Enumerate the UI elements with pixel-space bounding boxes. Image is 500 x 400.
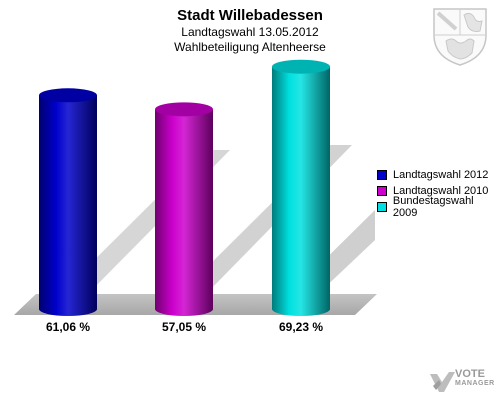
chart-subtitle-2: Wahlbeteiligung Altenheerse xyxy=(174,40,326,54)
data-label: 57,05 % xyxy=(162,320,206,334)
bar-top xyxy=(155,102,213,117)
legend-swatch xyxy=(377,201,387,212)
bar xyxy=(39,95,97,316)
manager-label: MANAGER xyxy=(455,380,495,387)
legend-label: Bundestagswahl 2009 xyxy=(392,194,474,219)
legend-item: Landtagswahl 2012 xyxy=(377,167,500,182)
vote-manager-wordmark: VOTE MANAGER xyxy=(455,368,495,388)
data-label: 61,06 % xyxy=(46,320,90,334)
legend-label: Landtagswahl 2012 xyxy=(393,168,489,181)
legend-swatch xyxy=(377,185,387,196)
chart-subtitle: Landtagswahl 13.05.2012 xyxy=(181,25,319,39)
bar xyxy=(155,109,213,316)
chart-title: Stadt Willebadessen xyxy=(177,7,323,24)
bar xyxy=(272,66,330,316)
legend-swatch xyxy=(377,169,387,180)
vote-manager-logo-icon xyxy=(430,372,455,392)
bar-top xyxy=(39,88,97,103)
legend-item: Landtagswahl 2010 xyxy=(377,183,500,198)
legend-label: Landtagswahl 2010 xyxy=(393,184,489,197)
legend-item: Bundestagswahl 2009 xyxy=(377,195,500,219)
bar-top xyxy=(272,59,330,74)
vote-label: VOTE xyxy=(455,368,485,380)
coat-of-arms-icon xyxy=(433,8,487,66)
data-label: 69,23 % xyxy=(279,320,323,334)
chart-legend: Landtagswahl 2012 Landtagswahl 2010 Bund… xyxy=(377,167,500,219)
